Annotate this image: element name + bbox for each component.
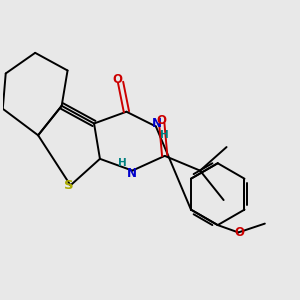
Text: H: H xyxy=(160,130,169,140)
Text: O: O xyxy=(235,226,245,239)
Text: N: N xyxy=(127,167,137,180)
Text: O: O xyxy=(112,73,123,86)
Text: O: O xyxy=(157,114,167,127)
Text: S: S xyxy=(64,179,74,192)
Text: H: H xyxy=(118,158,126,168)
Text: N: N xyxy=(152,117,162,130)
